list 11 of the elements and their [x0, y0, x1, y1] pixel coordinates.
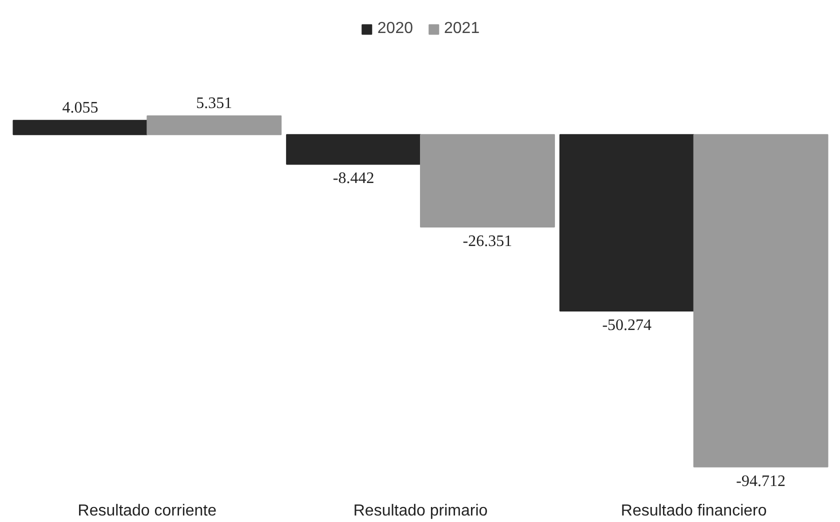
- data-label: -50.274: [602, 317, 652, 334]
- x-tick-label: Resultado corriente: [78, 502, 217, 520]
- x-tick-label: Resultado primario: [353, 502, 488, 520]
- legend-label: 2021: [444, 20, 480, 38]
- data-label: -8.442: [332, 170, 374, 188]
- x-tick-label: Resultado financiero: [620, 502, 767, 520]
- data-label: 4.055: [62, 99, 98, 116]
- legend-label: 2020: [377, 20, 413, 38]
- data-label: -26.351: [462, 233, 512, 250]
- data-label: -94.712: [736, 472, 786, 490]
- data-label: 5.351: [196, 94, 232, 112]
